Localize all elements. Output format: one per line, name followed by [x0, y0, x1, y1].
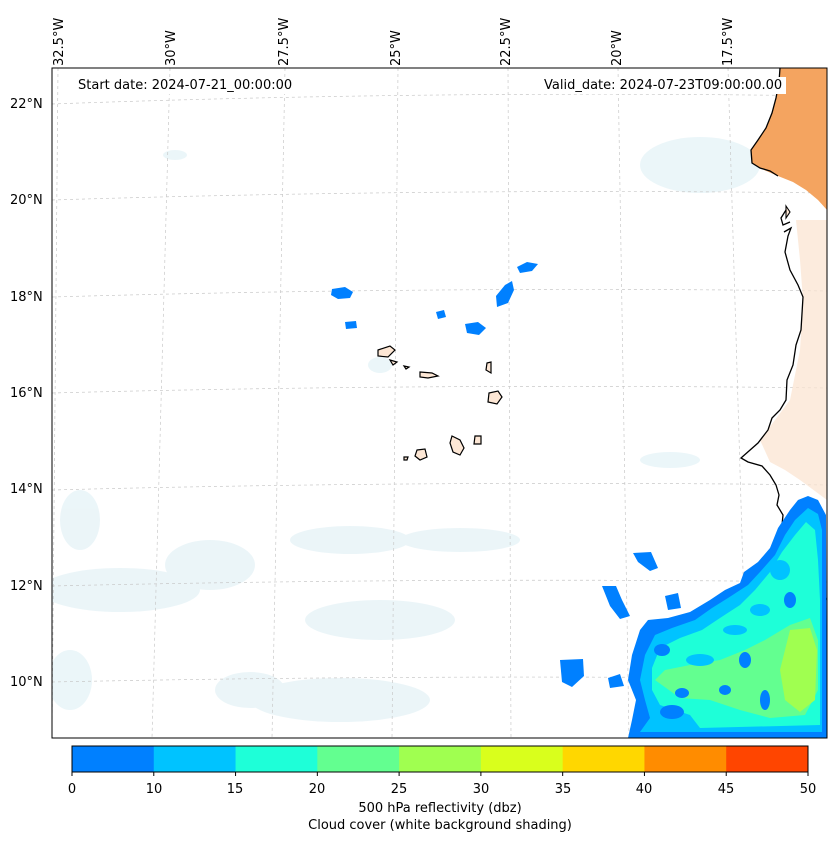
- colorbar-segment: [399, 746, 482, 772]
- colorbar-tick-label: 50: [799, 782, 817, 797]
- lon-label-17-5w: 17.5°W: [721, 17, 736, 66]
- land-senegal-shading: [760, 220, 827, 500]
- lon-label-25w: 25°W: [389, 30, 404, 66]
- colorbar-label: 500 hPa reflectivity (dbz): [358, 801, 522, 816]
- colorbar-tick-label: 35: [554, 782, 572, 797]
- start-date-label: Start date: 2024-07-21_00:00:00: [74, 77, 297, 94]
- colorbar-segment: [480, 746, 564, 772]
- colorbar-tick-label: 0: [67, 782, 77, 797]
- colorbar-segment: [153, 746, 237, 772]
- lon-label-22-5w: 22.5°W: [499, 17, 514, 66]
- reflectivity-holes: [654, 592, 796, 719]
- lat-label-20n: 20°N: [10, 193, 43, 208]
- lat-label-22n: 22°N: [10, 97, 43, 112]
- colorbar-tick-label: 45: [717, 782, 735, 797]
- reflectivity-region-20-25: [655, 618, 818, 718]
- colorbar-segment: [317, 746, 400, 772]
- colorbar-tick-label: 40: [635, 782, 653, 797]
- colorbar-segment: [72, 746, 155, 772]
- valid-date-label: Valid_date: 2024-07-23T09:00:00.00: [540, 77, 787, 94]
- lat-label-10n: 10°N: [10, 675, 43, 690]
- reflectivity-spots-10-15: [686, 560, 790, 666]
- lon-label-30w: 30°W: [164, 30, 179, 66]
- reflectivity-cells-small: [331, 262, 681, 688]
- colorbar-frame: [71, 745, 809, 773]
- colorbar-segment: [644, 746, 727, 772]
- lat-label-14n: 14°N: [10, 482, 43, 497]
- colorbar-sublabel: Cloud cover (white background shading): [308, 818, 572, 833]
- colorbar-tick-label: 15: [226, 782, 244, 797]
- lon-label-32-5w: 32.5°W: [52, 17, 67, 66]
- lat-label-18n: 18°N: [10, 290, 43, 305]
- coastline-islands-north: [785, 204, 791, 220]
- lon-label-20w: 20°W: [610, 30, 625, 66]
- lat-label-12n: 12°N: [10, 579, 43, 594]
- cape-verde-islands: [377, 345, 503, 461]
- colorbar-ticks: [71, 772, 809, 776]
- colorbar: [72, 746, 809, 772]
- colorbar-tick-label: 30: [472, 782, 490, 797]
- colorbar-tick-label: 20: [308, 782, 326, 797]
- colorbar-tick-label: 10: [145, 782, 163, 797]
- lon-label-27-5w: 27.5°W: [277, 17, 292, 66]
- lat-label-16n: 16°N: [10, 386, 43, 401]
- colorbar-segment: [235, 746, 318, 772]
- colorbar-tick-label: 25: [390, 782, 408, 797]
- colorbar-segment: [562, 746, 645, 772]
- colorbar-segment: [726, 746, 809, 772]
- cloud-cover-shading: [52, 137, 760, 722]
- land-mauritania: [751, 68, 827, 210]
- map-frame: [51, 67, 828, 739]
- reflectivity-region-25-30: [780, 628, 817, 712]
